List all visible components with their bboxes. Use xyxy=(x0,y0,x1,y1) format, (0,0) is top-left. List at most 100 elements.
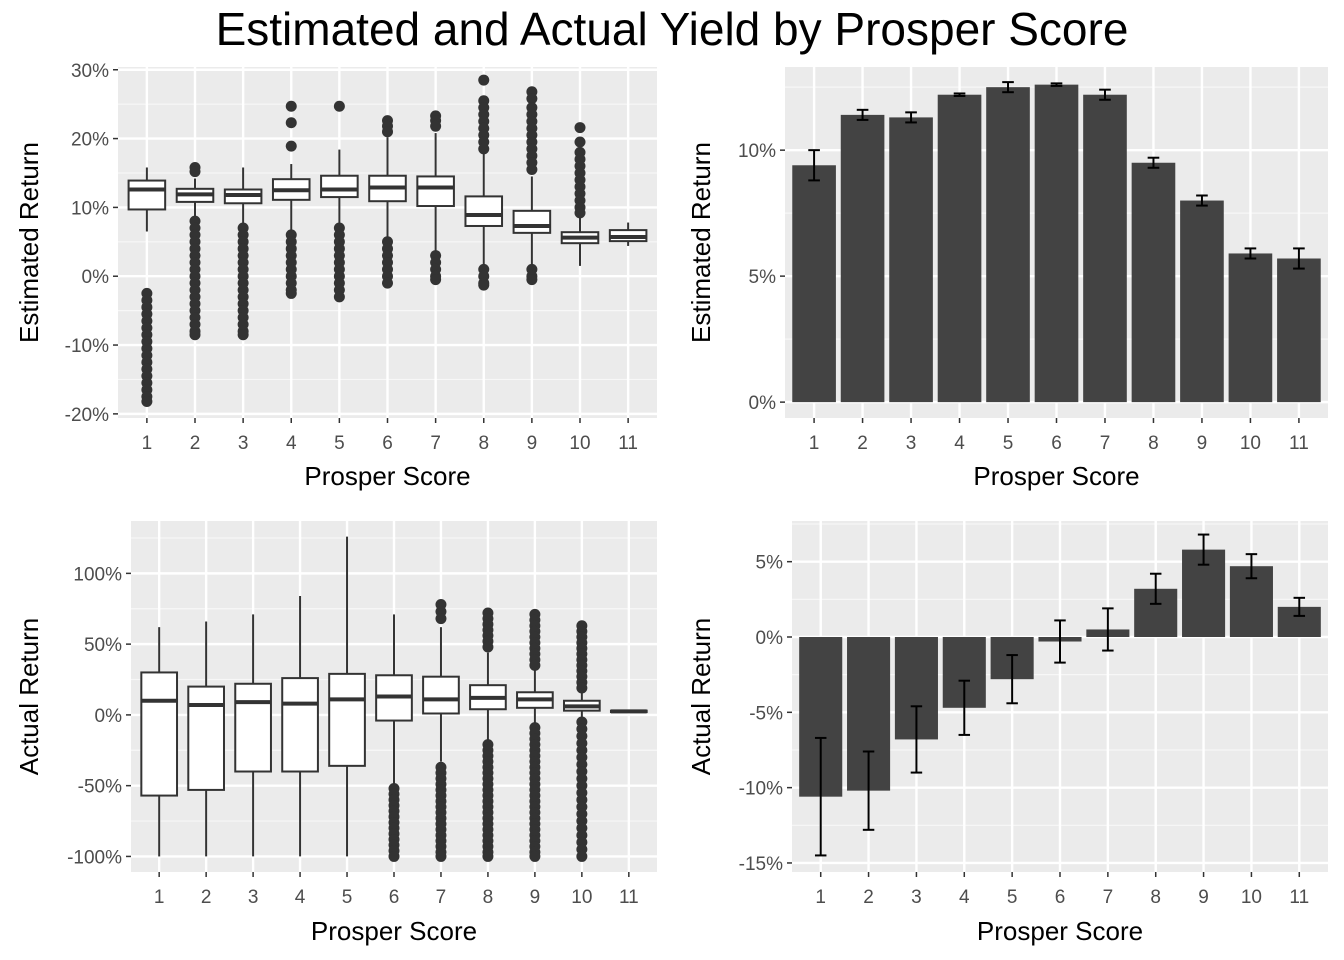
y-axis-title: Estimated Return xyxy=(14,142,44,343)
boxplot-9 xyxy=(516,608,554,862)
outlier-point xyxy=(574,122,586,134)
outlier-point xyxy=(430,120,442,132)
boxplot-4 xyxy=(281,596,319,857)
boxplot-8 xyxy=(469,607,507,862)
outlier-point xyxy=(482,850,494,862)
x-tick-label: 4 xyxy=(295,887,306,908)
error-bar-4 xyxy=(958,679,971,736)
boxplot-5 xyxy=(320,100,359,303)
x-tick-label: 5 xyxy=(334,433,345,454)
x-tick-label: 10 xyxy=(569,433,590,454)
outlier-point xyxy=(285,117,297,129)
x-tick-label: 7 xyxy=(1103,887,1114,908)
outlier-point xyxy=(478,74,490,86)
box xyxy=(140,671,179,797)
outlier-point xyxy=(285,100,297,112)
panel-2: 0% 5% 10% 1 2 3 4 5 6 7 8 9 10 11 Prosper Score Estimat… xyxy=(686,67,1328,491)
box xyxy=(512,209,552,234)
x-tick-label: 1 xyxy=(142,433,153,454)
error-bar-11 xyxy=(1293,247,1305,270)
x-tick-label: 6 xyxy=(389,887,400,908)
x-tick-label: 5 xyxy=(1003,433,1014,454)
error-bar-8 xyxy=(1147,156,1160,169)
outlier-point xyxy=(526,93,538,105)
x-tick-label: 4 xyxy=(954,433,965,454)
error-bar-11 xyxy=(1293,596,1306,617)
outlier-point xyxy=(189,329,201,341)
x-tick-label: 6 xyxy=(1051,433,1062,454)
y-tick-label: 30% xyxy=(71,61,109,82)
outlier-point xyxy=(529,659,541,671)
outlier-point xyxy=(526,164,538,176)
boxplot-1 xyxy=(127,167,167,407)
x-tick-label: 7 xyxy=(436,887,447,908)
y-tick-label: 0% xyxy=(756,628,784,649)
box xyxy=(422,675,460,715)
x-tick-label: 11 xyxy=(1289,433,1309,454)
boxplot-8 xyxy=(464,74,504,291)
box xyxy=(464,195,504,227)
y-tick-label: -20% xyxy=(65,405,109,426)
y-tick-label: -15% xyxy=(739,854,783,875)
x-tick-label: 8 xyxy=(478,433,489,454)
x-tick-label: 6 xyxy=(382,433,393,454)
error-bar-7 xyxy=(1102,607,1114,652)
x-tick-label: 11 xyxy=(619,887,639,908)
box xyxy=(187,685,225,791)
outlier-point xyxy=(576,682,588,694)
bar-9 xyxy=(1180,200,1224,403)
bar-2 xyxy=(840,114,885,403)
outlier-point xyxy=(285,140,297,152)
y-tick-label: 20% xyxy=(71,130,109,151)
x-tick-label: 10 xyxy=(1240,433,1261,454)
x-tick-label: 9 xyxy=(530,887,541,908)
y-tick-label: 10% xyxy=(71,198,109,219)
error-bar-3 xyxy=(905,111,917,124)
x-tick-label: 1 xyxy=(809,433,820,454)
error-bar-3 xyxy=(910,705,923,774)
y-tick-label: -10% xyxy=(739,779,783,800)
y-axis-title: Estimated Return xyxy=(686,142,716,343)
x-tick-label: 8 xyxy=(483,887,494,908)
error-bar-10 xyxy=(1244,247,1257,260)
x-tick-label: 1 xyxy=(815,887,826,908)
y-tick-label: 100% xyxy=(73,564,122,585)
bar-11 xyxy=(1277,258,1321,403)
error-bar-1 xyxy=(808,149,820,182)
error-bar-6 xyxy=(1050,82,1063,87)
outlier-point xyxy=(478,143,490,155)
error-bar-5 xyxy=(1002,81,1014,94)
y-tick-label: 5% xyxy=(756,553,784,574)
outlier-point xyxy=(189,166,201,178)
x-tick-label: 10 xyxy=(571,887,592,908)
bar-7 xyxy=(1083,94,1127,403)
panel-4: -15% -10% -5% 0% 5% 1 2 3 4 5 6 7 8 9 10 11 Prosper Scor… xyxy=(686,521,1328,946)
x-tick-label: 8 xyxy=(1148,433,1159,454)
outlier-point xyxy=(529,850,541,862)
outlier-point xyxy=(237,329,249,341)
error-bar-8 xyxy=(1149,572,1162,605)
x-tick-label: 9 xyxy=(527,433,538,454)
x-tick-label: 7 xyxy=(430,433,441,454)
error-bar-2 xyxy=(856,108,869,121)
boxplot-6 xyxy=(368,115,407,289)
boxplot-7 xyxy=(422,599,460,862)
x-axis-title: Prosper Score xyxy=(977,916,1143,946)
x-tick-label: 5 xyxy=(1007,887,1018,908)
y-tick-label: 0% xyxy=(95,706,123,727)
panel-1: -20% -10% 0% 10% 20% 30% 1 2 3 4 5 6 7 8 9 10 11 Prosper … xyxy=(14,61,657,491)
x-tick-label: 3 xyxy=(238,433,249,454)
y-axis-title: Actual Return xyxy=(14,618,44,776)
outlier-point xyxy=(435,850,447,862)
y-tick-label: -100% xyxy=(67,847,122,868)
x-tick-label: 4 xyxy=(286,433,297,454)
outlier-point xyxy=(382,277,393,289)
box xyxy=(281,677,319,773)
x-tick-label: 2 xyxy=(201,887,212,908)
x-tick-label: 9 xyxy=(1197,433,1208,454)
y-tick-label: 0% xyxy=(82,267,110,288)
x-axis-title: Prosper Score xyxy=(311,916,477,946)
bar-10 xyxy=(1228,253,1273,403)
error-bar-6 xyxy=(1054,619,1066,664)
